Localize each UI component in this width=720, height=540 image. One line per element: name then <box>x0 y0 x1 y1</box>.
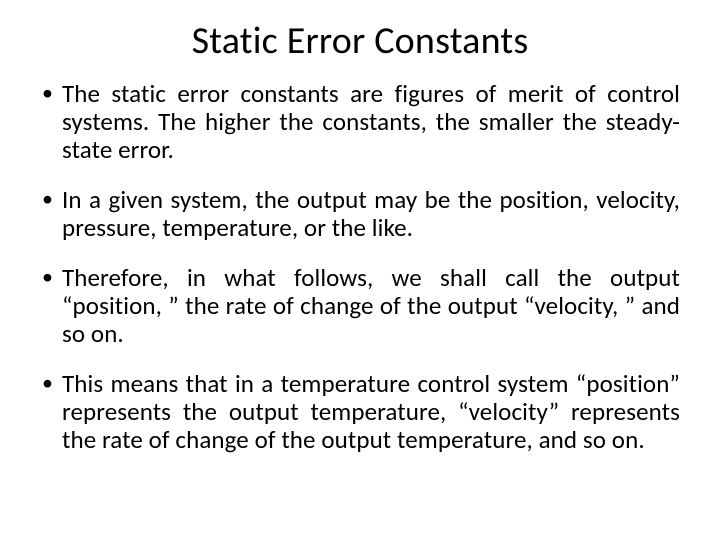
slide-title: Static Error Constants <box>40 18 680 64</box>
slide: Static Error Constants The static error … <box>0 0 720 540</box>
bullet-item: This means that in a temperature control… <box>40 370 680 454</box>
bullet-item: In a given system, the output may be the… <box>40 186 680 242</box>
bullet-list: The static error constants are figures o… <box>40 80 680 454</box>
bullet-item: The static error constants are figures o… <box>40 80 680 164</box>
bullet-item: Therefore, in what follows, we shall cal… <box>40 264 680 348</box>
